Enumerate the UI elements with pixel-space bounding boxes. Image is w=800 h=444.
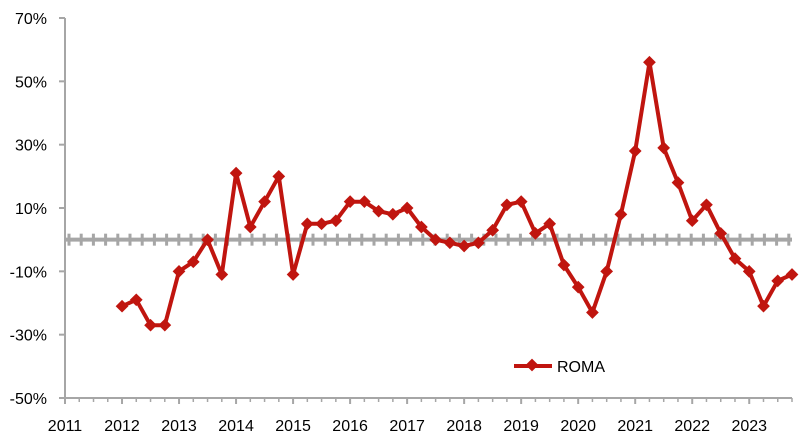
y-tick-label: 30%: [15, 138, 47, 155]
chart-axes: 70% 50% 30% 10% -10% -30% -50%2011 2012 2013 2014…: [10, 11, 793, 435]
data-point: [415, 220, 428, 234]
data-point: [343, 195, 357, 209]
data-point: [300, 217, 314, 231]
data-point: [315, 217, 328, 231]
y-tick-label: 70%: [15, 11, 47, 28]
data-point: [514, 195, 528, 209]
series-line-roma: [121, 60, 793, 328]
y-tick-label: -30%: [10, 328, 47, 345]
data-point: [728, 252, 742, 266]
data-point: [628, 144, 642, 158]
data-point: [144, 318, 157, 332]
data-point: [657, 141, 671, 155]
data-point: [472, 236, 485, 250]
x-tick-label: 2014: [218, 418, 254, 435]
data-point: [372, 204, 385, 218]
data-point: [115, 299, 129, 313]
data-point: [771, 274, 785, 288]
x-tick-label: 2012: [104, 418, 140, 435]
x-tick-label: 2020: [560, 418, 596, 435]
data-point: [557, 258, 571, 272]
x-tick-label: 2021: [617, 418, 653, 435]
data-point: [571, 280, 585, 294]
data-point: [329, 214, 343, 228]
y-tick-label: 50%: [15, 74, 47, 91]
data-point: [129, 293, 143, 307]
y-tick-label: 10%: [15, 201, 47, 218]
data-point: [229, 166, 243, 180]
legend: ROMA: [514, 358, 605, 376]
x-tick-label: 2023: [731, 418, 767, 435]
y-tick-label: -10%: [10, 264, 47, 281]
x-tick-label: 2016: [332, 418, 368, 435]
legend-label: ROMA: [557, 359, 605, 376]
data-point: [400, 201, 414, 215]
x-tick-label: 2013: [161, 418, 197, 435]
x-tick-label: 2018: [446, 418, 482, 435]
data-point: [757, 299, 770, 313]
x-tick-label: 2022: [674, 418, 710, 435]
data-point: [600, 264, 614, 278]
data-point: [614, 207, 628, 221]
data-point: [158, 318, 172, 332]
y-tick-label: -50%: [10, 391, 47, 408]
data-point: [272, 169, 286, 183]
series-group: [115, 55, 799, 332]
data-point: [258, 195, 271, 209]
x-tick-label: 2019: [503, 418, 539, 435]
data-point: [215, 268, 229, 281]
x-tick-label: 2015: [275, 418, 311, 435]
data-point: [742, 264, 756, 278]
data-point: [785, 268, 799, 281]
data-point: [429, 233, 443, 247]
data-point: [586, 306, 599, 319]
data-point: [643, 55, 656, 69]
data-point: [386, 207, 400, 221]
data-point: [500, 198, 514, 212]
data-point: [286, 268, 300, 281]
data-point: [443, 236, 457, 250]
data-point: [358, 195, 371, 209]
data-point: [671, 176, 685, 190]
legend-marker-sample: [525, 358, 539, 372]
x-tick-label: 2017: [389, 418, 425, 435]
x-tick-label: 2011: [48, 418, 83, 435]
